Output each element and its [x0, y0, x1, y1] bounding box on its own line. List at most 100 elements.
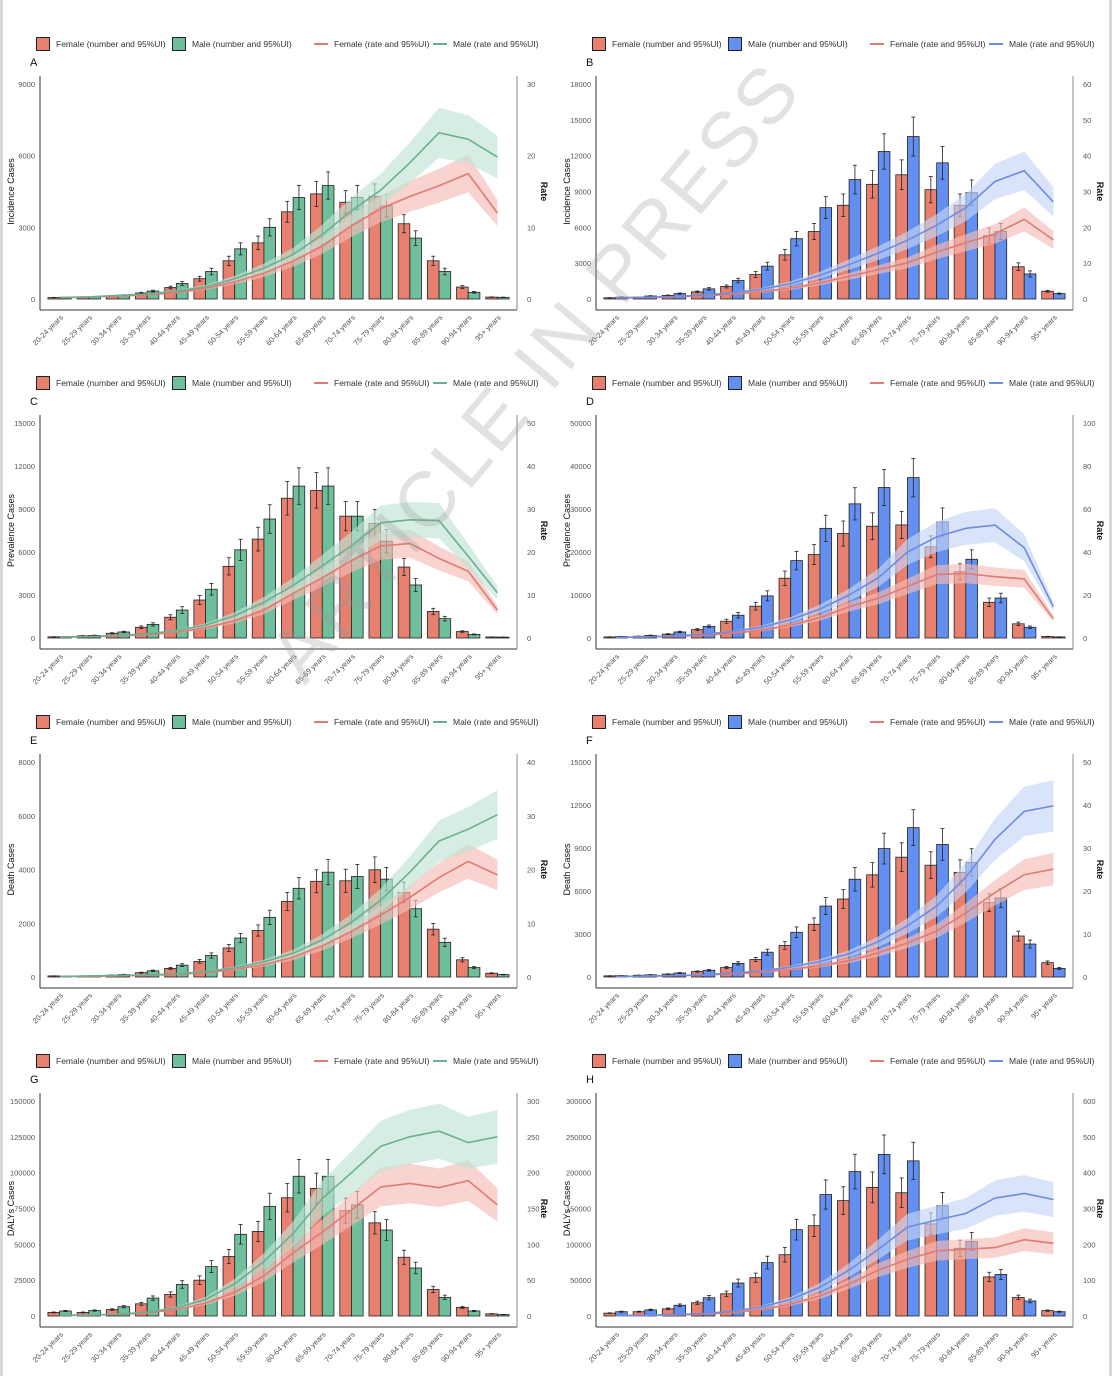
bar-female	[837, 1201, 849, 1316]
bar-female	[750, 275, 762, 299]
y-tick-label: 6000	[574, 223, 591, 232]
y-tick-label: 125000	[10, 1133, 35, 1142]
bar-male	[176, 1284, 188, 1316]
bar-male	[1024, 944, 1036, 977]
y2-tick-label: 40	[1083, 801, 1091, 810]
y-tick-label: 3000	[574, 930, 591, 939]
y-tick-label: 12000	[570, 801, 591, 810]
bar-male	[439, 1297, 451, 1316]
y2-tick-label: 30	[1083, 844, 1091, 853]
y2-tick-label: 0	[527, 295, 531, 304]
bar-male	[410, 909, 422, 977]
bar-female	[808, 1226, 820, 1316]
y2-tick-label: 60	[1083, 80, 1091, 89]
bar-female	[837, 205, 849, 299]
bar-male	[439, 619, 451, 638]
y2-tick-label: 30	[527, 80, 535, 89]
x-tick-label: 95+ years	[1029, 1330, 1059, 1360]
y-tick-label: 25000	[14, 1276, 35, 1285]
y2-axis-title: Rate	[1095, 182, 1105, 202]
x-tick-label: 95+ years	[473, 991, 503, 1021]
y2-tick-label: 10	[1083, 259, 1091, 268]
x-tick-label: 95+ years	[473, 1330, 503, 1360]
x-tick-label: 90-94 years	[995, 652, 1030, 687]
y2-tick-label: 150	[527, 1205, 540, 1214]
chart-svg: 0500001000001500002000002500003000000100…	[556, 1047, 1112, 1386]
bar-female	[867, 875, 879, 977]
y-tick-label: 300000	[566, 1097, 591, 1106]
y-tick-label: 50000	[570, 1276, 591, 1285]
y-tick-label: 200000	[566, 1169, 591, 1178]
error-bar-female	[490, 1314, 494, 1315]
y-tick-label: 0	[587, 295, 591, 304]
bar-female	[194, 600, 206, 638]
y-tick-label: 250000	[566, 1133, 591, 1142]
bar-female	[750, 960, 762, 977]
y-tick-label: 15000	[14, 419, 35, 428]
y2-tick-label: 400	[1083, 1169, 1096, 1178]
bar-female	[427, 929, 439, 977]
y2-tick-label: 20	[1083, 223, 1091, 232]
y-axis-title: Incidence Cases	[6, 158, 16, 225]
bar-male	[410, 585, 422, 638]
y-tick-label: 12000	[570, 152, 591, 161]
bar-female	[837, 534, 849, 638]
bar-male	[849, 1172, 861, 1316]
y-tick-label: 15000	[570, 116, 591, 125]
bar-male	[820, 208, 832, 299]
y-tick-label: 3000	[18, 591, 35, 600]
bar-male	[439, 272, 451, 299]
y2-tick-label: 0	[1083, 1312, 1087, 1321]
x-tick-label: 90-94 years	[995, 991, 1030, 1026]
y-axis-title: Incidence Cases	[562, 158, 572, 225]
chart-svg: 01000020000300004000050000020406080100Pr…	[556, 369, 1112, 708]
y-axis-title: DALYs Cases	[562, 1180, 572, 1236]
chart-svg: 0300060009000120001500001020304050Death …	[556, 708, 1112, 1047]
y-tick-label: 0	[587, 634, 591, 643]
bar-male	[293, 486, 305, 638]
x-tick-label: 90-94 years	[439, 1330, 474, 1365]
y-tick-label: 9000	[18, 80, 35, 89]
bar-male	[410, 1268, 422, 1316]
bar-female	[281, 901, 293, 977]
bar-female	[427, 611, 439, 638]
error-bar-male	[649, 635, 653, 636]
y2-tick-label: 50	[1083, 758, 1091, 767]
bar-male	[820, 528, 832, 638]
bar-female	[398, 224, 410, 299]
y-tick-label: 18000	[570, 80, 591, 89]
y2-tick-label: 40	[1083, 152, 1091, 161]
y2-axis-title: Rate	[1095, 1199, 1105, 1219]
bar-male	[878, 151, 890, 299]
panel-c: Female (number and 95%UI)Male (number an…	[0, 369, 556, 708]
y-tick-label: 2000	[18, 919, 35, 928]
y-tick-label: 100000	[566, 1240, 591, 1249]
y2-axis-title: Rate	[1095, 521, 1105, 541]
x-tick-label: 90-94 years	[995, 1330, 1030, 1365]
y2-tick-label: 40	[527, 758, 535, 767]
y2-tick-label: 300	[527, 1097, 540, 1106]
y-tick-label: 6000	[18, 152, 35, 161]
bar-female	[779, 255, 791, 299]
x-tick-label: 95+ years	[473, 313, 503, 343]
y2-tick-label: 20	[527, 152, 535, 161]
bar-male	[907, 137, 919, 299]
bar-female	[165, 1295, 177, 1317]
bar-male	[762, 266, 774, 299]
chart-svg: 0300060009000120001500001020304050Preval…	[0, 369, 556, 708]
y-tick-label: 50000	[570, 419, 591, 428]
y2-axis-title: Rate	[539, 182, 549, 202]
y-tick-label: 100000	[10, 1169, 35, 1178]
y2-tick-label: 30	[527, 812, 535, 821]
bar-male	[732, 963, 744, 977]
bar-male	[849, 504, 861, 638]
bar-female	[750, 606, 762, 638]
y2-tick-label: 20	[527, 866, 535, 875]
y2-axis-title: Rate	[539, 521, 549, 541]
y-tick-label: 6000	[18, 812, 35, 821]
panel-b: Female (number and 95%UI)Male (number an…	[556, 30, 1112, 369]
panel-a: Female (number and 95%UI)Male (number an…	[0, 30, 556, 369]
x-tick-label: 90-94 years	[995, 313, 1030, 348]
y-tick-label: 4000	[18, 866, 35, 875]
